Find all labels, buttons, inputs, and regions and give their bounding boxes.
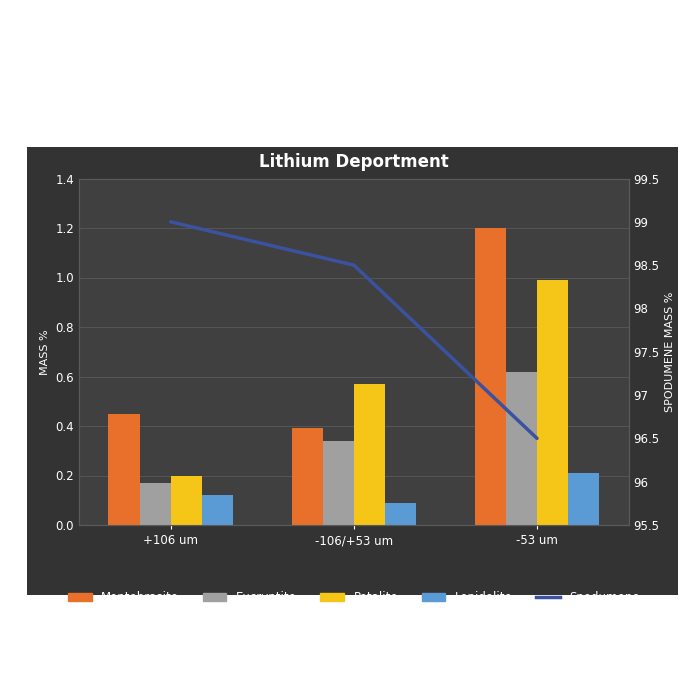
Bar bbox=[108, 414, 139, 525]
Bar bbox=[537, 280, 568, 525]
Bar bbox=[323, 441, 354, 525]
Bar bbox=[139, 483, 171, 525]
Bar bbox=[506, 372, 537, 525]
Bar bbox=[202, 496, 233, 525]
Bar bbox=[568, 473, 599, 525]
Y-axis label: SPODUMENE MASS %: SPODUMENE MASS % bbox=[665, 292, 675, 412]
Bar bbox=[475, 228, 506, 525]
Legend: Montebrasite, Eucryptite, Petalite, Lepidolite, Spodumene: Montebrasite, Eucryptite, Petalite, Lepi… bbox=[64, 587, 644, 609]
Y-axis label: MASS %: MASS % bbox=[40, 329, 50, 375]
Bar bbox=[385, 503, 416, 525]
Bar bbox=[354, 384, 385, 525]
Bar bbox=[171, 475, 202, 525]
Title: Lithium Deportment: Lithium Deportment bbox=[259, 153, 449, 172]
Bar bbox=[292, 428, 323, 525]
